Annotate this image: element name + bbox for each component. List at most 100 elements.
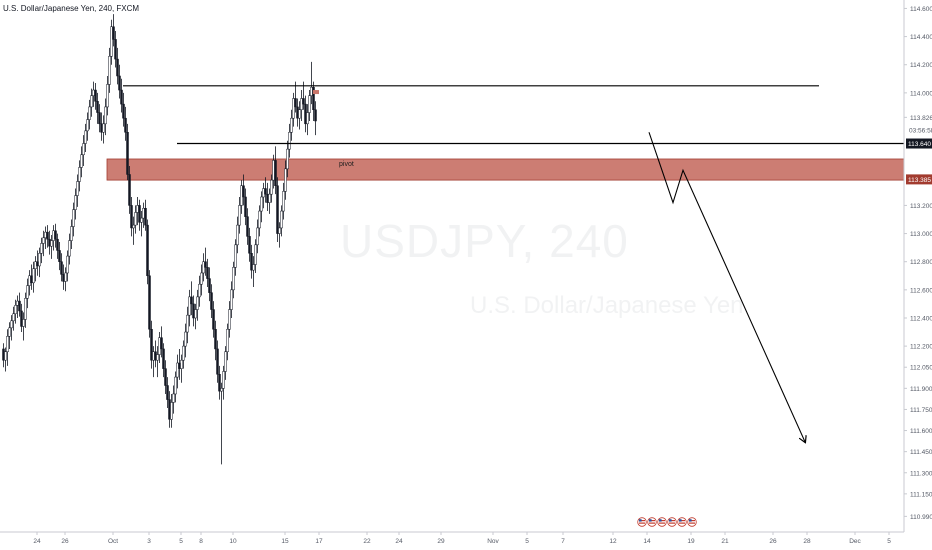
candle-body-up: [82, 143, 85, 156]
candle: [264, 177, 267, 203]
candle: [66, 250, 69, 282]
us-flag-canton: [659, 519, 662, 522]
candle-body-up: [142, 207, 145, 219]
candle: [42, 230, 45, 257]
price-tick-label: 110.990: [910, 514, 932, 521]
candle: [90, 88, 93, 117]
candle: [278, 222, 281, 248]
candle-body-up: [198, 283, 201, 298]
candle-body-up: [134, 212, 137, 226]
us-flag-stripe: [669, 520, 675, 522]
us-flag-event-icon[interactable]: [687, 517, 697, 527]
candle-body-up: [172, 393, 175, 403]
candle: [268, 188, 271, 214]
candle-body-up: [268, 193, 271, 203]
candle-body-down: [18, 300, 21, 312]
us-flag-event-circle: [667, 517, 677, 527]
candle-body-down: [314, 109, 317, 122]
candle-body-down: [294, 98, 297, 108]
candle-body-up: [32, 268, 35, 284]
projection-path-arrow[interactable]: [648, 132, 805, 442]
candle: [78, 160, 81, 192]
candle: [246, 208, 249, 245]
candle: [126, 123, 129, 181]
candle: [222, 365, 225, 400]
candle-body-down: [242, 185, 245, 198]
candle-body-down: [214, 328, 217, 350]
candle-body-down: [98, 112, 101, 125]
price-tick-label: 112.400: [910, 315, 932, 322]
candle: [82, 135, 85, 167]
candle-body-up: [236, 224, 239, 246]
price-tick-label: 111.900: [910, 386, 932, 393]
candle: [128, 166, 131, 214]
candle: [144, 199, 147, 231]
price-tick-label: 111.300: [910, 470, 932, 477]
candle-body-up: [240, 185, 243, 206]
candle-body-down: [128, 174, 131, 206]
time-tick-label: 3: [147, 538, 151, 545]
candle: [314, 101, 317, 136]
candle: [210, 284, 213, 318]
candle-body-up: [66, 255, 69, 274]
current-price-tag: [906, 138, 932, 149]
candle: [282, 182, 285, 220]
candle-body-down: [96, 101, 99, 113]
candle-body-down: [150, 328, 153, 361]
candle-body-up: [16, 300, 19, 306]
candle: [50, 234, 53, 259]
candle-body-up: [4, 351, 7, 361]
drawings-layer: [123, 85, 904, 442]
candle-body-up: [180, 359, 183, 369]
candle: [164, 360, 167, 394]
candle: [112, 14, 115, 47]
candle-body-up: [300, 98, 303, 110]
candle: [238, 196, 241, 234]
candle-body-down: [144, 207, 147, 226]
us-flag-event-icon[interactable]: [637, 517, 647, 527]
candle-body-up: [24, 298, 27, 320]
us-flag-event-icon[interactable]: [647, 517, 657, 527]
candle-body-up: [76, 181, 79, 196]
us-flag-event-icon[interactable]: [677, 517, 687, 527]
candle-body-up: [12, 313, 15, 322]
us-flag-event-icon[interactable]: [657, 517, 667, 527]
candle-body-down: [2, 348, 5, 361]
pivot-zone[interactable]: [106, 158, 905, 181]
candle-body-up: [68, 240, 71, 257]
us-flag-stripe: [649, 522, 655, 524]
candle-body-up: [220, 388, 223, 392]
candle-body-down: [312, 86, 315, 110]
candle-body-down: [146, 224, 149, 277]
us-flag-canton: [669, 519, 672, 522]
candle-body-up: [186, 314, 189, 333]
candle: [60, 253, 63, 282]
candle-body-up: [52, 230, 55, 241]
candle-body-up: [196, 296, 199, 310]
candle: [298, 101, 301, 130]
candle-body-up: [278, 227, 281, 234]
candle-body-down: [190, 296, 193, 305]
time-tick-label: 8: [199, 538, 203, 545]
candle-body-down: [100, 123, 103, 133]
candle: [194, 303, 197, 330]
price-axis[interactable]: 114.600 114.400 114.200 114.000 113.826 113.2…: [903, 0, 932, 532]
candle: [290, 109, 293, 141]
candle: [40, 237, 43, 264]
us-flag-event-icon[interactable]: [667, 517, 677, 527]
time-tick-label: 15: [281, 538, 289, 545]
price-tick-label: 114.600: [910, 6, 932, 13]
candle: [214, 320, 217, 361]
economic-event-markers[interactable]: [637, 517, 697, 527]
candle: [286, 140, 289, 178]
candle: [80, 146, 83, 178]
candle-body-up: [158, 337, 161, 355]
candle: [56, 233, 59, 259]
candle: [188, 289, 191, 327]
candle: [280, 205, 283, 237]
time-axis[interactable]: 24 26 Oct 3 5 8 10 15 17 22 24 29 Nov 5 7 12 14 19 21 26 28 D…: [0, 531, 904, 545]
candle: [108, 47, 111, 93]
candle: [18, 292, 21, 317]
us-flag-event-circle: [687, 517, 697, 527]
